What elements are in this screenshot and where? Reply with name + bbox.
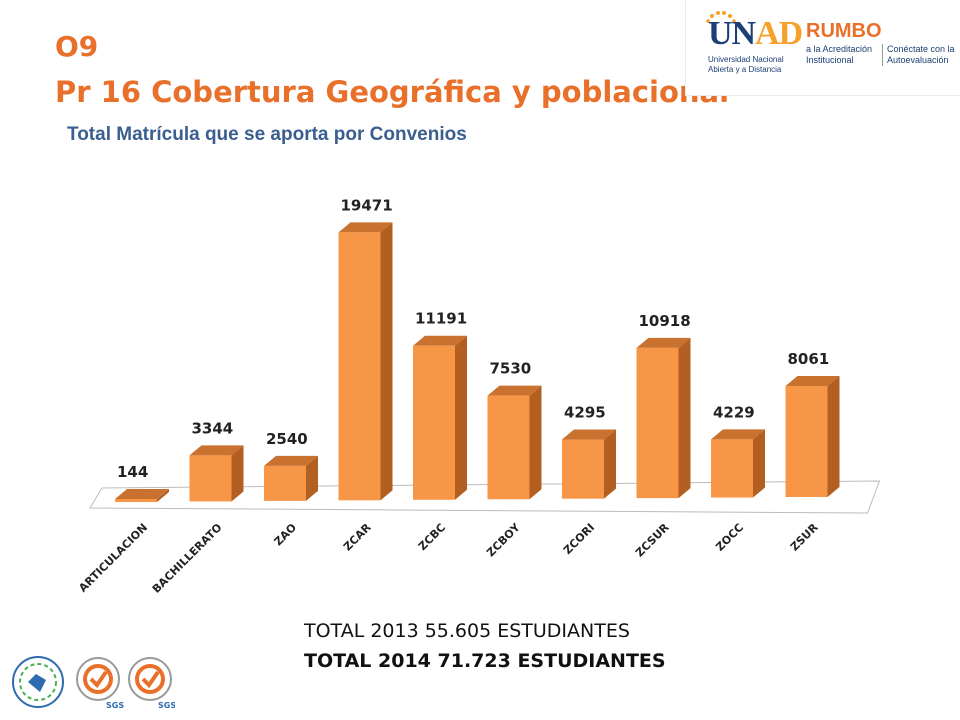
bar [785, 376, 840, 497]
x-tick-label: ZCORI [561, 521, 597, 557]
bar-top [785, 376, 840, 387]
bar-value-label: 10918 [639, 312, 691, 330]
bar-value-label: 4295 [564, 404, 606, 422]
bar [562, 429, 616, 499]
x-tick-label: ZCAR [341, 521, 374, 554]
x-tick-label: BACHILLERATO [150, 521, 225, 596]
sgs-seal-icon: SGS [128, 657, 175, 710]
bar [711, 429, 765, 498]
bar [115, 489, 169, 502]
bar-top [711, 429, 765, 440]
quality-seal-icon [12, 656, 64, 708]
x-tick-label: ZCSUR [633, 521, 672, 560]
slide-code: O9 [55, 30, 99, 63]
bar-value-label: 3344 [192, 419, 234, 437]
bar-side [604, 429, 616, 499]
bar-front [487, 395, 530, 500]
bar-front [711, 439, 753, 498]
bar-front [413, 345, 455, 500]
bar-front [264, 465, 306, 501]
bar-front [189, 455, 232, 502]
bar-side [231, 445, 244, 502]
x-tick-label: ZSUR [788, 521, 821, 554]
bar-side [529, 385, 542, 500]
bar-front [636, 347, 679, 499]
bar-front [115, 499, 157, 502]
slide-title: Pr 16 Cobertura Geográfica y poblacional [55, 75, 730, 109]
svg-text:SGS: SGS [158, 701, 175, 710]
bar-top [413, 335, 467, 346]
bar-side [380, 222, 393, 501]
chart-subtitle: Total Matrícula que se aporta por Conven… [67, 124, 467, 145]
bar-side [157, 489, 169, 502]
bar-top [562, 429, 616, 440]
bar-front [785, 386, 828, 497]
bar-front [562, 439, 604, 499]
total-2013: TOTAL 2013 55.605 ESTUDIANTES [304, 620, 630, 642]
bar-side [306, 455, 318, 501]
bar-value-label: 144 [117, 463, 148, 481]
bar-side [455, 335, 467, 500]
bar [636, 337, 691, 499]
bar-top [115, 489, 169, 499]
total-2014: TOTAL 2014 71.723 ESTUDIANTES [304, 650, 666, 672]
bar-value-label: 8061 [788, 350, 830, 368]
institution-logos: UNAD Universidad Nacional Abierta y a Di… [685, 0, 960, 96]
rumbo-logo: RUMBO [806, 20, 882, 42]
unad-emblem-icon [706, 11, 736, 23]
x-tick-label: ZCBC [416, 521, 448, 553]
conectate-tagline: Conéctate con la Autoevaluación [882, 44, 955, 66]
bar-value-label: 19471 [341, 196, 393, 214]
x-tick-label: ZOCC [713, 521, 746, 554]
bar-top [487, 385, 542, 396]
bar-top [264, 455, 318, 466]
bar-front [338, 232, 381, 501]
x-tick-label: ARTICULACION [76, 521, 150, 595]
bar-side [678, 337, 691, 499]
bar [338, 222, 393, 501]
bar-top [189, 445, 244, 456]
svg-text:SGS: SGS [106, 701, 124, 710]
unad-tagline: Universidad Nacional Abierta y a Distanc… [708, 55, 784, 74]
bar-top [338, 222, 393, 233]
bar [264, 455, 318, 501]
bar [487, 385, 542, 500]
sgs-seal-icon: SGS [76, 657, 124, 710]
x-tick-label: ZCBOY [484, 520, 523, 559]
bar-side [753, 429, 765, 498]
bar [189, 445, 244, 502]
rumbo-tagline: a la Acreditación Institucional [806, 44, 873, 65]
bar-value-label: 4229 [713, 403, 755, 421]
bar-value-label: 2540 [266, 430, 308, 448]
bar [413, 335, 467, 500]
bar-top [636, 337, 691, 348]
unad-logo: UNAD [708, 15, 803, 52]
bar-value-label: 11191 [415, 310, 467, 328]
bar-value-label: 7530 [490, 360, 532, 378]
certification-seals: SGS SGS [12, 656, 175, 710]
bar-side [827, 376, 840, 497]
x-tick-label: ZAO [272, 521, 299, 548]
